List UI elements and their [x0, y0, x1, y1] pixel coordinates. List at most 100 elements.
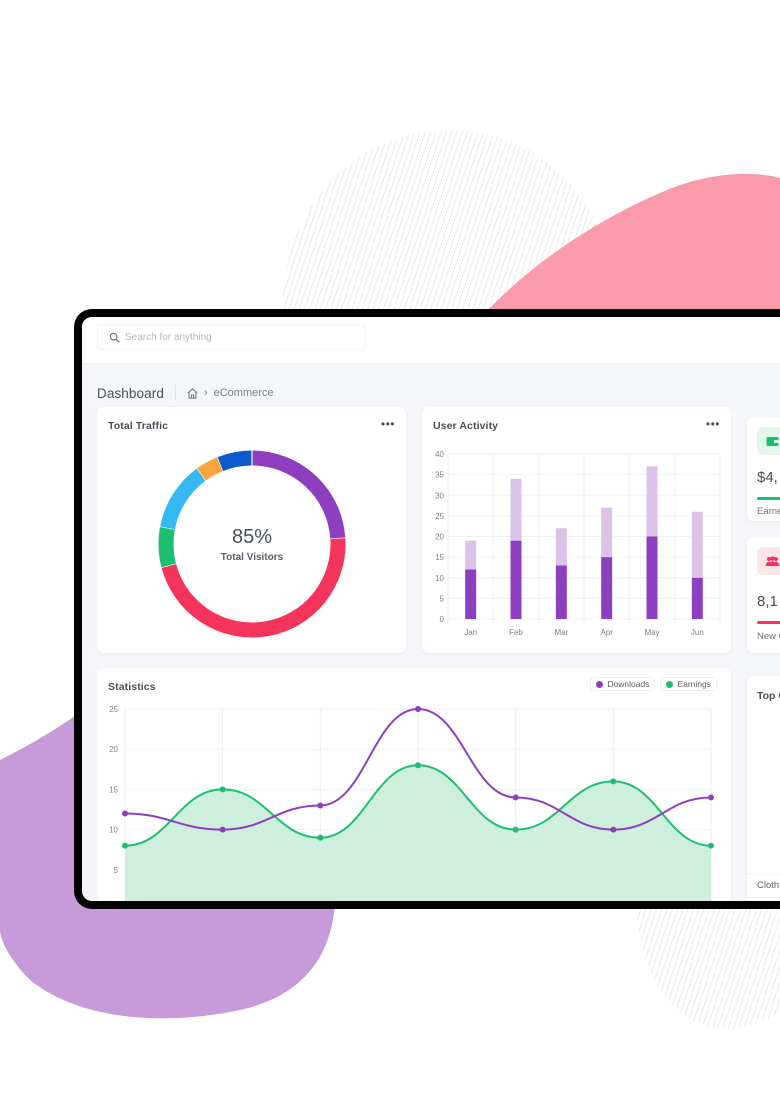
svg-text:35: 35	[435, 471, 444, 480]
data-point[interactable]	[512, 826, 519, 833]
data-point[interactable]	[610, 826, 617, 833]
bar[interactable]	[555, 528, 567, 566]
users-icon	[757, 547, 780, 575]
card-title: User Activity	[433, 420, 499, 432]
data-point[interactable]	[122, 810, 128, 817]
svg-text:10: 10	[109, 826, 118, 835]
donut-slice[interactable]	[161, 538, 346, 638]
search-box[interactable]	[97, 324, 366, 350]
customers-label: New C	[757, 631, 780, 642]
legend-dot-icon	[666, 680, 674, 688]
category-row[interactable]: Cloth	[747, 874, 780, 898]
svg-text:25: 25	[435, 512, 444, 521]
legend-label: Downloads	[607, 679, 650, 689]
breadcrumb-current[interactable]: eCommerce	[213, 387, 274, 399]
bar[interactable]	[465, 569, 477, 620]
bar[interactable]	[691, 511, 703, 578]
svg-text:Jun: Jun	[691, 628, 704, 637]
pink-blob	[470, 173, 780, 330]
svg-text:10: 10	[435, 574, 444, 583]
svg-text:5: 5	[114, 866, 119, 875]
bar[interactable]	[601, 557, 613, 619]
svg-text:5: 5	[440, 594, 445, 603]
donut-slice[interactable]	[251, 450, 346, 540]
purple-blob	[0, 712, 335, 1019]
svg-text:15: 15	[109, 785, 118, 794]
data-point[interactable]	[317, 834, 324, 841]
svg-text:25: 25	[109, 705, 118, 714]
page-title: Dashboard	[97, 385, 164, 401]
top-navbar	[82, 317, 780, 364]
donut-label: Total Visitors	[220, 551, 284, 563]
breadcrumb-divider	[174, 385, 176, 401]
bar[interactable]	[510, 540, 522, 619]
hatched-circle-bottom	[636, 905, 780, 1029]
svg-text:40: 40	[435, 450, 444, 459]
earnings-progress	[757, 497, 780, 500]
data-point[interactable]	[415, 706, 421, 712]
data-point[interactable]	[415, 762, 421, 769]
chevron-right-icon: ›	[203, 387, 208, 399]
user-activity-bar-chart: 0 5 10 15 20 25 30 35 40 Jan Feb Mar Apr May Jun	[435, 450, 721, 637]
svg-text:20: 20	[435, 533, 444, 542]
tablet-device-frame: Dashboard › eCommerce Total Traffic ••• …	[74, 309, 780, 909]
donut-slice[interactable]	[160, 468, 207, 530]
bar[interactable]	[601, 507, 613, 558]
breadcrumb: Dashboard › eCommerce	[97, 383, 274, 403]
legend-label: Earnings	[677, 679, 711, 689]
data-point[interactable]	[610, 778, 617, 785]
svg-text:0: 0	[440, 615, 445, 624]
svg-text:Jan: Jan	[464, 628, 477, 637]
data-point[interactable]	[122, 842, 128, 849]
earnings-stat-card: $4, Earne	[747, 417, 780, 521]
bar[interactable]	[646, 536, 658, 620]
bar[interactable]	[465, 540, 477, 570]
customers-progress	[757, 621, 780, 624]
data-point[interactable]	[708, 794, 714, 801]
total-traffic-card: Total Traffic ••• 85% Total Visitors	[97, 407, 406, 653]
customers-value: 8,1	[757, 593, 778, 610]
data-point[interactable]	[708, 842, 714, 849]
bar[interactable]	[646, 466, 658, 537]
earnings-label: Earne	[757, 506, 780, 517]
data-point[interactable]	[317, 802, 324, 809]
svg-text:May: May	[644, 628, 659, 637]
donut-slice[interactable]	[158, 526, 177, 568]
more-horizontal-icon[interactable]: •••	[380, 417, 395, 431]
user-activity-card: User Activity ••• 0 5 10 15 20 25 30 35 40 Jan Feb…	[422, 407, 731, 653]
more-horizontal-icon[interactable]: •••	[705, 417, 720, 431]
dashboard-screen: Dashboard › eCommerce Total Traffic ••• …	[82, 317, 780, 901]
legend-dot-icon	[596, 680, 604, 688]
svg-text:30: 30	[435, 491, 444, 500]
search-input[interactable]	[125, 331, 345, 343]
svg-text:Apr: Apr	[600, 628, 613, 637]
top-categories-card: Top C Cloth	[747, 676, 780, 901]
chart-legend: Downloads Earnings	[590, 677, 717, 691]
bar[interactable]	[555, 565, 567, 619]
card-title: Top C	[757, 690, 780, 702]
new-customers-stat-card: 8,1 New C	[747, 537, 780, 653]
earnings-value: $4,	[757, 469, 778, 486]
home-icon[interactable]	[186, 387, 199, 400]
card-title: Total Traffic	[108, 420, 169, 432]
card-title: Statistics	[108, 681, 156, 693]
statistics-line-chart: 5 10 15 20 25	[109, 705, 714, 901]
legend-earnings[interactable]: Earnings	[660, 677, 717, 691]
donut-slice[interactable]	[217, 450, 253, 472]
donut-value: 85%	[231, 525, 273, 548]
donut-center: 85% Total Visitors	[155, 447, 349, 641]
statistics-card: Statistics Downloads Earnings 5 10 15 20 25	[97, 668, 731, 901]
bar[interactable]	[691, 577, 703, 619]
bar[interactable]	[510, 478, 522, 541]
svg-text:20: 20	[109, 745, 118, 754]
svg-text:15: 15	[435, 553, 444, 562]
wallet-icon	[757, 427, 780, 455]
search-icon	[109, 332, 120, 342]
legend-downloads[interactable]: Downloads	[590, 677, 656, 691]
svg-text:Mar: Mar	[554, 628, 568, 637]
data-point[interactable]	[219, 786, 226, 793]
data-point[interactable]	[219, 826, 226, 833]
traffic-donut-chart: 85% Total Visitors	[155, 447, 349, 641]
data-point[interactable]	[512, 794, 519, 801]
